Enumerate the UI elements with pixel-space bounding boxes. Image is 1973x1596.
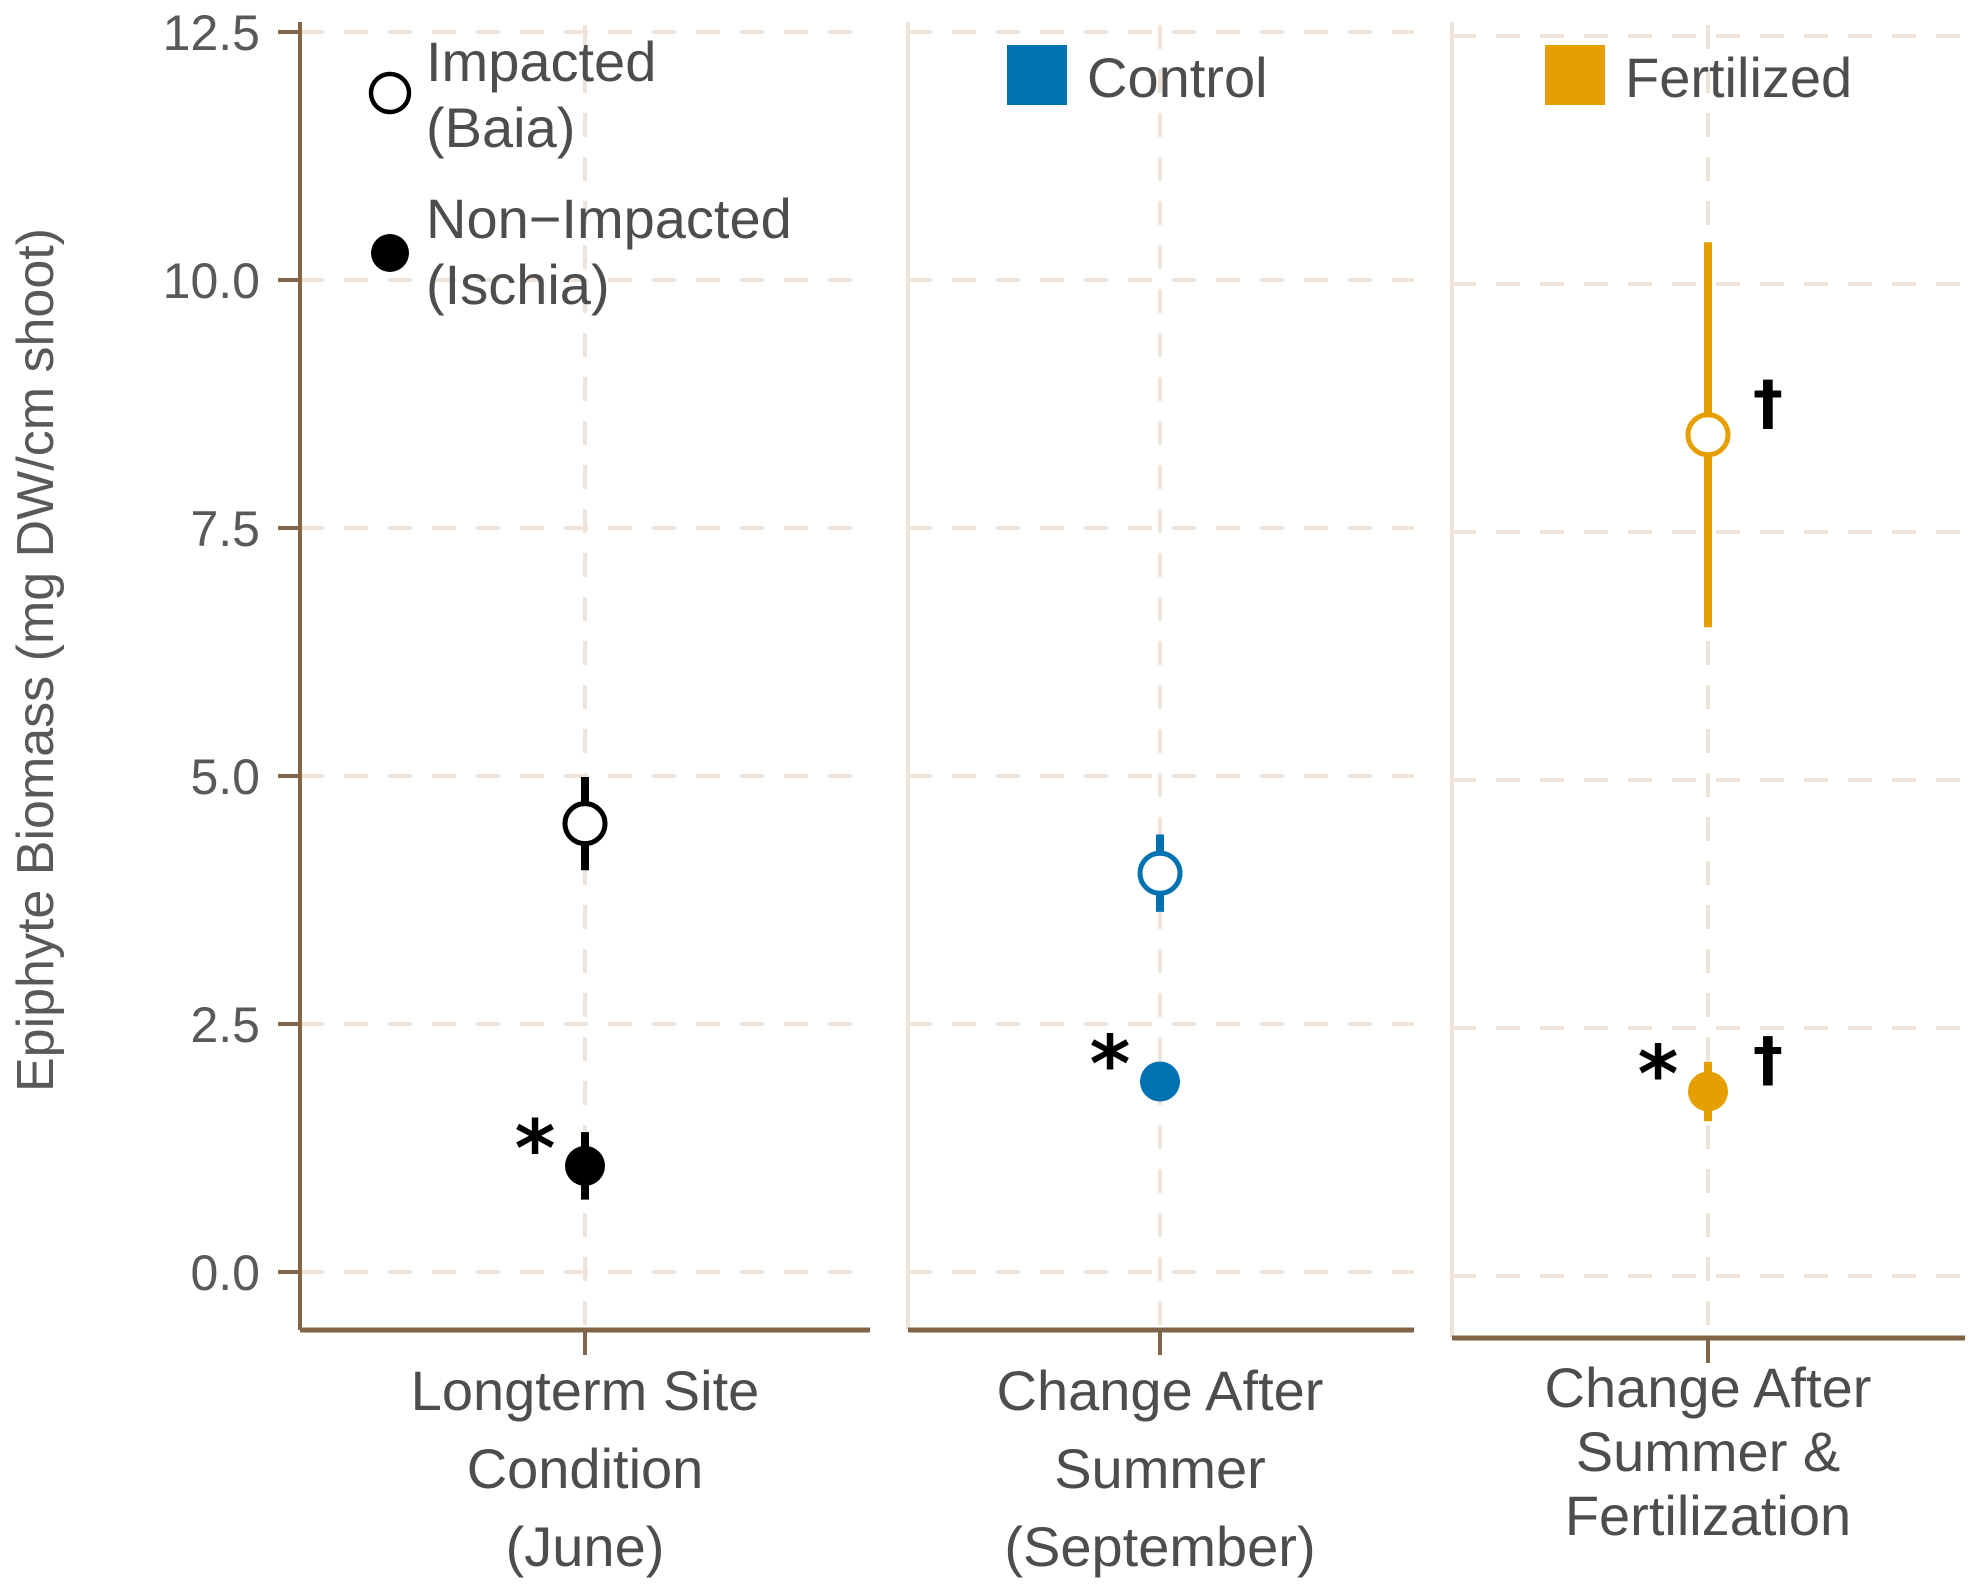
significance-asterisk: * bbox=[1638, 1030, 1679, 1120]
data-point-filled bbox=[1688, 1071, 1728, 1112]
data-point-open bbox=[1685, 412, 1731, 458]
legend-label: Fertilized bbox=[1625, 46, 1852, 109]
panel-september: Change After Summer (September) Control * bbox=[906, 22, 1414, 1578]
data-point-filled bbox=[1140, 1061, 1180, 1102]
data-point-open bbox=[1137, 850, 1183, 896]
y-axis-ticks: 0.0 2.5 5.0 7.5 10.0 12.5 bbox=[163, 5, 300, 1301]
significance-dagger: † bbox=[1753, 1024, 1783, 1094]
significance-asterisk: * bbox=[1090, 1021, 1131, 1111]
category-label: Summer bbox=[1054, 1437, 1266, 1500]
category-label: (June) bbox=[506, 1515, 665, 1578]
y-tick-label: 12.5 bbox=[163, 5, 260, 61]
legend-key-open-circle bbox=[368, 71, 412, 115]
category-label: Condition bbox=[467, 1437, 704, 1500]
legend-label: (Ischia) bbox=[426, 253, 610, 316]
category-label: Change After bbox=[997, 1359, 1324, 1422]
category-label: Fertilization bbox=[1565, 1484, 1851, 1547]
data-point-filled bbox=[565, 1145, 605, 1186]
y-tick-label: 7.5 bbox=[190, 501, 260, 557]
significance-asterisk: * bbox=[515, 1105, 556, 1195]
legend-key-filled-circle bbox=[371, 234, 409, 272]
y-tick-label: 2.5 bbox=[190, 997, 260, 1053]
category-label: Longterm Site bbox=[411, 1359, 760, 1422]
y-axis-title: Epiphyte Biomass (mg DW/cm shoot) bbox=[7, 228, 65, 1092]
category-label: (September) bbox=[1004, 1515, 1315, 1578]
data-point-open bbox=[562, 801, 608, 847]
significance-dagger: † bbox=[1753, 368, 1783, 438]
y-tick-label: 10.0 bbox=[163, 253, 260, 309]
legend-label: (Baia) bbox=[426, 96, 575, 159]
legend-label: Impacted bbox=[426, 30, 656, 93]
legend-label: Control bbox=[1087, 46, 1268, 109]
panel-june: Longterm Site Condition (June) Impacted(Bai… bbox=[298, 22, 870, 1578]
category-label: Summer & bbox=[1576, 1420, 1841, 1483]
category-label: Change After bbox=[1545, 1356, 1872, 1419]
y-tick-label: 0.0 bbox=[190, 1245, 260, 1301]
y-tick-label: 5.0 bbox=[190, 749, 260, 805]
panels: Longterm Site Condition (June) Impacted(Bai… bbox=[298, 22, 1965, 1578]
legend-key-square bbox=[1007, 45, 1067, 105]
legend-key-square bbox=[1545, 45, 1605, 105]
legend-label: Non−Impacted bbox=[426, 187, 792, 250]
